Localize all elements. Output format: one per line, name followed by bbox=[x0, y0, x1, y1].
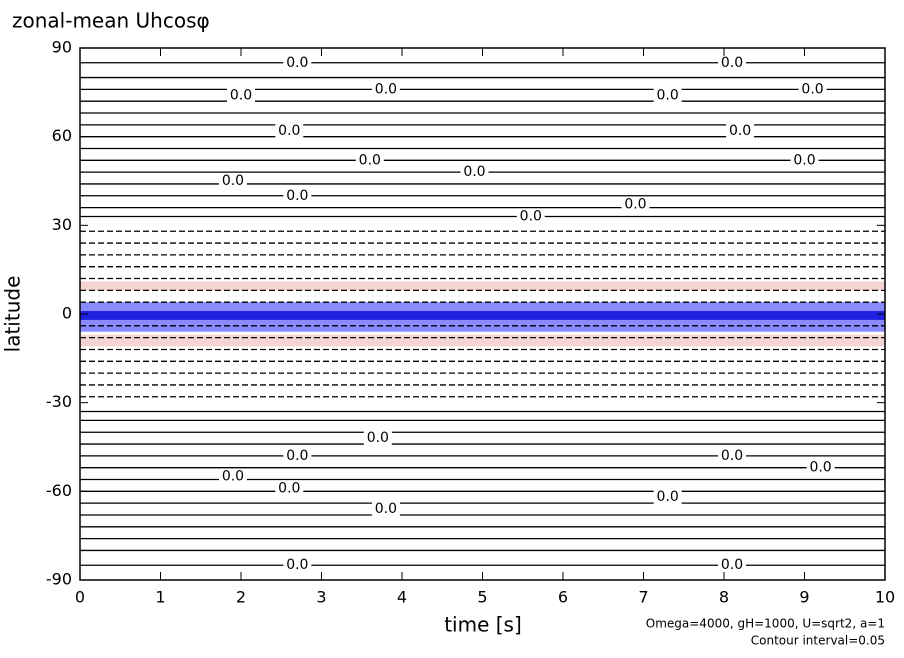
x-tick-label: 1 bbox=[155, 588, 165, 607]
chart-title: zonal-mean Uhcosφ bbox=[12, 9, 210, 33]
contour-label: 0.0 bbox=[657, 489, 679, 505]
contour-label-bg bbox=[275, 122, 304, 139]
contour-label: 0.0 bbox=[657, 87, 679, 103]
contour-label-bg bbox=[516, 208, 545, 225]
plot-area: 0.0 0.0 0.0 0.0 0.0 0.0 0.0 0.0 0.0 0.0 0.0 0.0 0.0 0… bbox=[80, 54, 885, 574]
contour-label-bg bbox=[218, 468, 247, 485]
y-tick-label: 60 bbox=[52, 126, 72, 145]
x-tick-label: 2 bbox=[236, 588, 246, 607]
contour-label-bg bbox=[283, 54, 312, 71]
contour-label: 0.0 bbox=[367, 430, 389, 446]
contour-label-bg bbox=[653, 489, 682, 506]
note: Omega=4000, gH=1000, U=sqrt2, a=1 bbox=[646, 617, 885, 631]
contour-label: 0.0 bbox=[286, 55, 308, 71]
contour-label-bg bbox=[363, 430, 392, 447]
x-tick-label: 6 bbox=[558, 588, 568, 607]
contour-label-bg bbox=[718, 557, 747, 574]
contour-label: 0.0 bbox=[286, 188, 308, 204]
contour-label-bg bbox=[718, 54, 747, 71]
shaded-band bbox=[80, 334, 885, 347]
contour-label: 0.0 bbox=[463, 164, 485, 180]
x-tick-label: 4 bbox=[397, 588, 407, 607]
contour-label-bg bbox=[371, 501, 400, 518]
contour-label-bg bbox=[653, 87, 682, 104]
x-tick-label: 9 bbox=[799, 588, 809, 607]
contour-label-bg bbox=[371, 81, 400, 98]
contour-label: 0.0 bbox=[286, 448, 308, 464]
contour-label: 0.0 bbox=[230, 87, 252, 103]
contour-label-bg bbox=[227, 87, 255, 104]
x-tick-label: 0 bbox=[75, 588, 85, 607]
x-tick-label: 10 bbox=[875, 588, 895, 607]
y-tick-label: 30 bbox=[52, 215, 72, 234]
y-tick-label: -90 bbox=[46, 570, 72, 589]
contour-label-bg bbox=[283, 557, 312, 574]
y-tick-label: -30 bbox=[46, 392, 72, 411]
contour-label: 0.0 bbox=[624, 197, 646, 213]
y-axis-label: latitude bbox=[1, 276, 25, 353]
contour-label: 0.0 bbox=[721, 55, 743, 71]
y-tick-label: -60 bbox=[46, 481, 72, 500]
y-tick-label: 0 bbox=[62, 304, 72, 323]
x-tick-label: 5 bbox=[477, 588, 487, 607]
contour-label: 0.0 bbox=[793, 152, 815, 168]
contour-label: 0.0 bbox=[222, 173, 244, 189]
contour-label: 0.0 bbox=[375, 501, 397, 517]
contour-label-bg bbox=[283, 447, 312, 464]
contour-label-bg bbox=[790, 152, 819, 169]
contour-label: 0.0 bbox=[375, 81, 397, 97]
x-tick-label: 7 bbox=[638, 588, 648, 607]
contour-label: 0.0 bbox=[721, 557, 743, 573]
contour-label-bg bbox=[726, 122, 755, 139]
x-tick-label: 3 bbox=[316, 588, 326, 607]
x-axis-label: time [s] bbox=[444, 613, 522, 637]
contour-label: 0.0 bbox=[278, 480, 300, 496]
contour-label: 0.0 bbox=[801, 81, 823, 97]
contour-label-bg bbox=[718, 447, 747, 464]
contour-label: 0.0 bbox=[359, 152, 381, 168]
contour-label-bg bbox=[355, 152, 384, 169]
contour-label-bg bbox=[275, 480, 304, 497]
contour-label: 0.0 bbox=[286, 557, 308, 573]
shaded-band bbox=[80, 311, 885, 320]
contour-label-bg bbox=[460, 164, 489, 181]
contour-label-bg bbox=[621, 196, 650, 213]
contour-label: 0.0 bbox=[809, 460, 831, 476]
y-tick-label: 90 bbox=[52, 38, 72, 57]
contour-label: 0.0 bbox=[278, 123, 300, 139]
contour-label-bg bbox=[218, 173, 247, 189]
x-tick-label: 8 bbox=[719, 588, 729, 607]
contour-label: 0.0 bbox=[729, 123, 751, 139]
contour-label-bg bbox=[798, 81, 827, 98]
shaded-band bbox=[80, 281, 885, 291]
note: Contour interval=0.05 bbox=[751, 634, 885, 648]
contour-label: 0.0 bbox=[222, 469, 244, 485]
contour-label-bg bbox=[283, 187, 312, 204]
contour-label: 0.0 bbox=[520, 208, 542, 224]
contour-label-bg bbox=[806, 459, 835, 476]
contour-label: 0.0 bbox=[721, 448, 743, 464]
